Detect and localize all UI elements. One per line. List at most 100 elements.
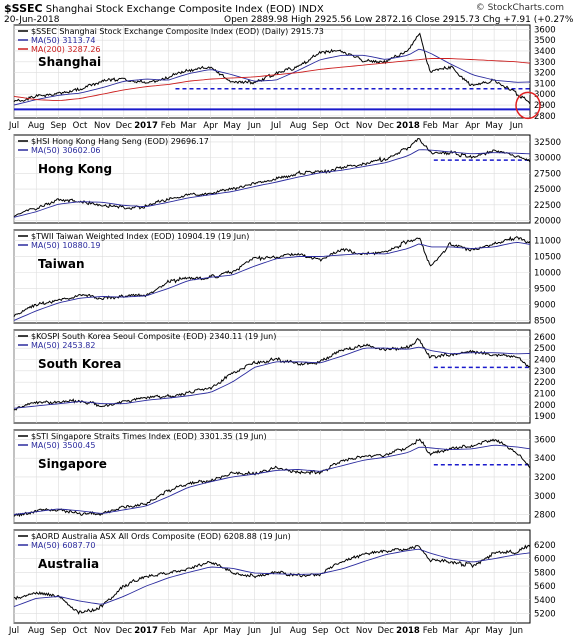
y-tick-label: 22500: [534, 201, 561, 211]
x-tick-label: Nov: [94, 626, 111, 636]
x-tick-label: 2018: [396, 626, 420, 636]
x-tick-label: Mar: [180, 626, 197, 636]
legend-entry: $KOSPI South Korea Seoul Composite (EOD)…: [31, 332, 276, 341]
legend-entry: MA(200) 3287.26: [31, 45, 101, 54]
x-tick-label: Jun: [247, 121, 261, 131]
y-tick-label: 2600: [534, 333, 556, 343]
series-line-2: [13, 346, 531, 409]
x-tick-label: Mar: [442, 121, 459, 131]
y-tick-label: 5800: [534, 568, 556, 578]
y-tick-label: 30000: [534, 154, 561, 164]
y-tick-label: 3600: [534, 25, 556, 35]
y-tick-label: 2300: [534, 367, 556, 377]
y-tick-label: 2800: [534, 112, 556, 122]
legend-entry: $STI Singapore Straits Times Index (EOD)…: [31, 432, 267, 441]
y-tick-label: 5600: [534, 582, 556, 592]
y-tick-label: 3600: [534, 435, 556, 445]
y-tick-label: 25000: [534, 185, 561, 195]
y-tick-label: 2200: [534, 378, 556, 388]
y-tick-label: 27500: [534, 169, 561, 179]
x-tick-label: Mar: [180, 121, 197, 131]
x-tick-label: 2017: [134, 626, 158, 636]
ohlc-summary: Open 2889.98 High 2925.56 Low 2872.16 Cl…: [224, 15, 574, 25]
y-tick-label: 3200: [534, 473, 556, 483]
x-tick-label: 2018: [396, 121, 420, 131]
panel-label: Hong Kong: [38, 162, 112, 176]
x-tick-label: Feb: [423, 121, 438, 131]
x-tick-label: Sep: [50, 121, 66, 131]
x-tick-label: Apr: [203, 121, 218, 131]
x-tick-label: Jul: [8, 121, 19, 131]
x-tick-label: Sep: [50, 626, 66, 636]
x-tick-label: Mar: [442, 626, 459, 636]
x-tick-label: Dec: [116, 626, 133, 636]
y-tick-label: 9000: [534, 300, 556, 310]
x-tick-label: Aug: [28, 121, 45, 131]
x-tick-label: Oct: [73, 626, 88, 636]
series-line-1: [13, 544, 531, 615]
y-tick-label: 3000: [534, 492, 556, 502]
y-tick-label: 10000: [534, 269, 561, 279]
x-tick-label: Dec: [378, 626, 395, 636]
y-tick-label: 3100: [534, 79, 556, 89]
legend-entry: MA(50) 6087.70: [31, 541, 95, 550]
chart-title: $SSEC Shanghai Stock Exchange Composite …: [4, 2, 324, 15]
x-tick-label: May: [223, 121, 241, 131]
y-tick-label: 8500: [534, 316, 556, 326]
x-tick-label: Oct: [335, 121, 350, 131]
y-tick-label: 2400: [534, 355, 556, 365]
chart-panel-3: 8500 9000 9500 10000 10500 11000 $TWII Taiwan …: [13, 229, 561, 326]
y-tick-label: 2500: [534, 344, 556, 354]
x-tick-label: Apr: [465, 121, 480, 131]
y-tick-label: 1900: [534, 412, 556, 422]
panel-label: Shanghai: [38, 55, 101, 69]
y-tick-label: 20000: [534, 216, 561, 226]
y-tick-label: 2100: [534, 390, 556, 400]
panel-label: Singapore: [38, 457, 107, 471]
y-tick-label: 3200: [534, 69, 556, 79]
series-line-1: [13, 337, 531, 411]
chart-panel-5: 2800 3000 3200 3400 3600 $STI Singapore Strai…: [13, 429, 556, 524]
legend-entry: $HSI Hong Kong Hang Seng (EOD) 29696.17: [31, 137, 209, 146]
series-line-2: [13, 149, 531, 218]
chart-panel-6: 5200 5400 5600 5800 6000 6200 $AORD Australia …: [8, 529, 556, 636]
x-tick-label: Jul: [8, 626, 19, 636]
x-tick-label: Feb: [161, 121, 176, 131]
x-tick-label: Apr: [465, 626, 480, 636]
series-line-3: [13, 58, 531, 102]
y-tick-label: 3400: [534, 454, 556, 464]
y-tick-label: 3000: [534, 90, 556, 100]
series-line-1: [13, 32, 531, 104]
x-tick-label: Dec: [378, 121, 395, 131]
x-tick-label: May: [223, 626, 241, 636]
x-tick-label: Aug: [290, 626, 307, 636]
y-tick-label: 3400: [534, 47, 556, 57]
series-line-2: [13, 548, 531, 608]
chart-date: 20-Jun-2018: [4, 15, 60, 25]
x-tick-label: May: [485, 626, 503, 636]
chart-panel-2: 20000 22500 25000 27500 30000 32500 $HSI Hong …: [13, 134, 561, 226]
y-tick-label: 5200: [534, 609, 556, 619]
x-tick-label: Oct: [335, 626, 350, 636]
y-tick-label: 2000: [534, 401, 556, 411]
x-tick-label: Oct: [73, 121, 88, 131]
legend-entry: MA(50) 30602.06: [31, 146, 101, 155]
y-tick-label: 11000: [534, 237, 561, 247]
y-tick-label: 3500: [534, 36, 556, 46]
x-tick-label: Sep: [312, 121, 328, 131]
x-tick-label: Aug: [290, 121, 307, 131]
x-tick-label: 2017: [134, 121, 158, 131]
panel-label: Australia: [38, 557, 99, 571]
y-tick-label: 6200: [534, 541, 556, 551]
y-tick-label: 10500: [534, 253, 561, 263]
x-tick-label: Dec: [116, 121, 133, 131]
x-tick-label: Aug: [28, 626, 45, 636]
legend-entry: MA(50) 3500.45: [31, 441, 95, 450]
symbol: $SSEC: [4, 2, 43, 15]
highlight-circle: [515, 91, 541, 120]
x-tick-label: Nov: [356, 626, 373, 636]
brand-credit: © StockCharts.com: [475, 3, 564, 13]
legend-entry: MA(50) 10880.19: [31, 241, 101, 250]
